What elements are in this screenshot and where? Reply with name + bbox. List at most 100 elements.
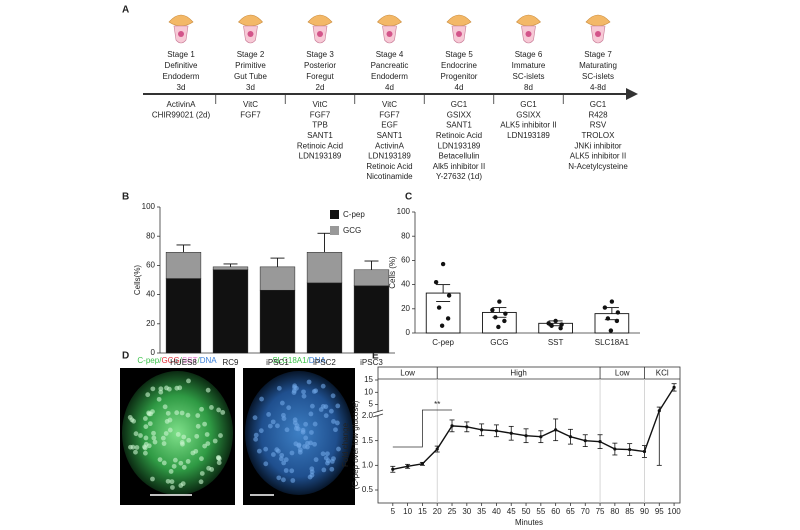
micrograph-cell (179, 410, 185, 416)
micrograph-cell (252, 415, 258, 421)
data-point (497, 299, 502, 304)
data-point (509, 431, 513, 435)
micrograph-cell (199, 471, 205, 476)
bar (425, 292, 461, 334)
image-label-part: DNA (200, 356, 218, 365)
data-point (496, 324, 501, 330)
micrograph-cell (301, 389, 306, 395)
y-tick-label: 20 (146, 319, 155, 328)
data-point (642, 449, 647, 454)
x-tick-label: GCG (490, 338, 508, 347)
stage-factor: TPB (312, 121, 328, 130)
stage-duration: 3d (177, 83, 186, 92)
micrograph-cell (320, 451, 326, 457)
data-point (546, 321, 551, 326)
micrograph-cell (157, 457, 163, 462)
y-tick-label: 40 (401, 280, 410, 289)
micrograph-cell (142, 445, 148, 451)
stage-icon-dot (317, 31, 323, 37)
data-point (583, 439, 587, 443)
x-axis-label: Minutes (515, 518, 543, 527)
micrograph-cell (138, 433, 143, 438)
micrograph-cell (311, 389, 317, 394)
micrograph-cell (194, 433, 200, 439)
stage-icon-dot (386, 31, 393, 37)
micrograph-cell (312, 421, 318, 427)
image-label: C-pep/GCG/SST/DNA (137, 356, 217, 365)
micrograph-cell (306, 379, 312, 385)
stage-title: SC-islets (512, 72, 544, 81)
stage-factor: ActivinA (375, 141, 405, 150)
stage-factor: VitC (243, 100, 258, 109)
stage-title: Endoderm (371, 72, 408, 81)
stage-icon-head (168, 14, 194, 27)
micrograph-cell (335, 403, 341, 409)
x-tick-label: 35 (477, 507, 486, 516)
image-label-part: DNA (309, 356, 327, 365)
stage-title: Stage 6 (515, 50, 543, 59)
stage-icon-head (446, 14, 472, 27)
data-point (420, 462, 425, 466)
stage-title: Stage 1 (167, 50, 195, 59)
micrograph-cell (195, 413, 201, 418)
micrograph-cell (133, 449, 138, 455)
micrograph-cell (218, 433, 223, 438)
x-tick-label: 75 (596, 507, 605, 516)
data-point (609, 299, 615, 304)
stage-icon-dot (247, 31, 254, 37)
micrograph-cell (263, 461, 269, 467)
x-tick-label: 55 (536, 507, 545, 516)
bar-segment (306, 282, 343, 354)
micrograph-cell (308, 411, 314, 417)
micrograph-cell (284, 427, 290, 433)
data-point (539, 435, 543, 439)
micrograph-cell (202, 421, 208, 427)
y-tick-label: 40 (146, 290, 155, 299)
micrograph-cell (321, 467, 327, 473)
data-point (657, 409, 661, 413)
bar-segment (259, 289, 296, 354)
image-label-part: / (197, 356, 200, 365)
micrograph-cell (143, 424, 149, 430)
x-tick-label: iPSC1 (266, 358, 289, 367)
data-point (554, 428, 558, 432)
stage-factor: ALK5 inhibitor II (500, 121, 556, 130)
micrograph-cell (146, 443, 152, 449)
image-label-part: / (159, 356, 162, 365)
stage-duration: 4d (385, 83, 394, 92)
micrograph-cell (178, 460, 184, 466)
bar-segment (165, 278, 202, 354)
micrograph-cell (133, 431, 139, 437)
stage-factor: LDN193189 (368, 152, 411, 161)
legend-label: C-pep (343, 210, 365, 219)
stage-factor: Retinoic Acid (297, 141, 343, 150)
micrograph-cell (313, 457, 319, 463)
segment-label: High (510, 369, 526, 378)
micrograph-cell (328, 408, 334, 414)
micrograph-cell (220, 410, 226, 415)
stage-factor: Betacellulin (439, 152, 480, 161)
micrograph-cell (161, 441, 167, 446)
micrograph-cell (297, 449, 303, 455)
stage-factor: FGF7 (240, 110, 261, 119)
data-point (439, 323, 445, 328)
axis-break-mark (372, 409, 384, 414)
segment-label: Low (615, 369, 630, 378)
micrograph-cell (199, 406, 204, 412)
micrograph-cell (318, 407, 324, 412)
stage-factor: CHIR99021 (2d) (152, 110, 211, 119)
data-point (568, 435, 573, 439)
stage-duration: 3d (246, 83, 255, 92)
micrograph-cell (199, 456, 204, 462)
y-tick-label: 0 (151, 348, 156, 357)
stage-factor: ALK5 inhibitor II (570, 152, 626, 161)
micrograph-cell (209, 405, 214, 410)
x-tick-label: SLC18A1 (595, 338, 630, 347)
stage-title: Endoderm (163, 72, 200, 81)
micrograph-cell (283, 468, 289, 473)
segment-label: Low (400, 369, 415, 378)
legend-label: GCG (343, 226, 361, 235)
micrograph-cell (334, 420, 340, 426)
micrograph-cell (161, 460, 167, 466)
